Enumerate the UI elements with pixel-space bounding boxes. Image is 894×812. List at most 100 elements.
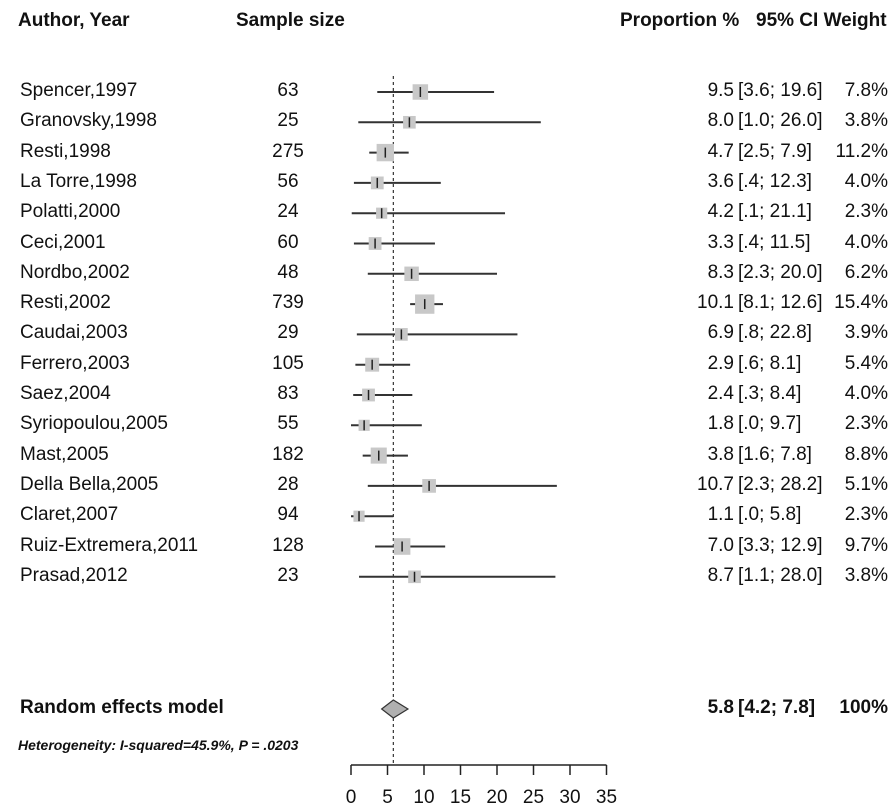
study-proportion: 2.9	[707, 352, 734, 374]
study-proportion: 4.2	[707, 201, 734, 223]
study-weight: 6.2%	[844, 261, 888, 283]
study-weight: 3.8%	[844, 110, 888, 132]
x-tick-label: 20	[486, 787, 507, 808]
study-ci: [3.6; 19.6]	[738, 80, 823, 101]
study-sample-size: 23	[277, 564, 299, 586]
study-ci: [.0; 5.8]	[738, 504, 802, 526]
pooled-ci: [4.2; 7.8]	[738, 697, 816, 718]
study-proportion: 3.8	[707, 443, 734, 465]
study-sample-size: 63	[277, 80, 299, 101]
study-proportion: 3.3	[707, 231, 734, 253]
study-author: La Torre,1998	[20, 170, 137, 192]
study-weight: 4.0%	[844, 231, 888, 253]
x-tick-label: 35	[596, 787, 617, 808]
study-ci: [.8; 22.8]	[738, 322, 812, 344]
x-tick-label: 15	[450, 787, 471, 808]
study-ci: [.0; 9.7]	[738, 413, 802, 435]
study-ci: [3.3; 12.9]	[738, 534, 823, 556]
study-sample-size: 24	[277, 201, 299, 223]
study-weight: 5.4%	[844, 352, 888, 374]
study-proportion: 9.5	[707, 80, 734, 101]
study-sample-size: 28	[277, 473, 299, 495]
header-sample-size: Sample size	[236, 10, 345, 31]
study-weight: 11.2%	[835, 140, 888, 162]
study-author: Granovsky,1998	[20, 110, 157, 132]
study-ci: [1.1; 28.0]	[738, 564, 823, 586]
study-ci: [.1; 21.1]	[738, 201, 812, 223]
heterogeneity-note: Heterogeneity: I-squared=45.9%, P = .020…	[18, 737, 299, 753]
header-author: Author, Year	[18, 10, 130, 31]
study-proportion: 2.4	[707, 383, 734, 404]
study-weight: 7.8%	[844, 80, 888, 101]
study-ci: [1.0; 26.0]	[738, 110, 823, 132]
study-author: Polatti,2000	[20, 201, 121, 223]
study-weight: 4.0%	[844, 383, 888, 404]
study-author: Ruiz-Extremera,2011	[20, 534, 199, 556]
study-sample-size: 739	[272, 292, 304, 314]
study-author: Claret,2007	[20, 504, 119, 526]
study-sample-size: 48	[277, 261, 299, 283]
study-sample-size: 55	[277, 413, 299, 435]
study-proportion: 8.3	[707, 261, 734, 283]
study-proportion: 7.0	[707, 534, 734, 556]
study-sample-size: 29	[277, 322, 299, 344]
study-proportion: 6.9	[707, 322, 734, 344]
study-weight: 15.4%	[834, 292, 888, 314]
study-weight: 4.0%	[844, 170, 888, 192]
x-tick-label: 5	[382, 787, 393, 808]
study-author: Caudai,2003	[20, 322, 128, 344]
study-author: Ceci,2001	[20, 231, 106, 253]
pooled-label: Random effects model	[20, 697, 224, 718]
study-ci: [2.3; 20.0]	[738, 261, 823, 283]
study-author: Mast,2005	[20, 443, 109, 465]
study-sample-size: 182	[272, 443, 304, 465]
header-ci: 95% CI	[756, 10, 819, 31]
study-ci: [2.5; 7.9]	[738, 140, 812, 162]
study-proportion: 10.7	[697, 473, 734, 495]
study-weight: 8.8%	[844, 443, 888, 465]
pooled-weight: 100%	[839, 697, 888, 718]
study-sample-size: 275	[272, 140, 304, 162]
study-author: Spencer,1997	[20, 80, 138, 101]
study-proportion: 1.8	[707, 413, 734, 435]
study-sample-size: 60	[277, 231, 299, 253]
study-ci: [1.6; 7.8]	[738, 443, 812, 465]
study-weight: 9.7%	[844, 534, 888, 556]
study-proportion: 3.6	[707, 170, 734, 192]
study-proportion: 8.7	[707, 564, 734, 586]
x-tick-label: 25	[523, 787, 544, 808]
pooled-diamond	[380, 699, 410, 719]
study-ci: [.4; 11.5]	[738, 231, 811, 253]
study-weight: 5.1%	[844, 473, 888, 495]
study-author: Della Bella,2005	[20, 473, 159, 495]
study-sample-size: 56	[277, 170, 299, 192]
x-tick-label: 0	[346, 787, 357, 808]
study-ci: [.3; 8.4]	[738, 383, 802, 404]
study-weight: 3.8%	[844, 564, 888, 586]
study-weight: 2.3%	[844, 504, 888, 526]
pooled-proportion: 5.8	[707, 697, 734, 718]
study-proportion: 10.1	[697, 292, 734, 314]
study-author: Prasad,2012	[20, 564, 128, 586]
study-ci: [8.1; 12.6]	[738, 292, 823, 314]
study-author: Saez,2004	[20, 383, 111, 404]
study-author: Nordbo,2002	[20, 261, 130, 283]
header-weight: Weight	[823, 10, 887, 31]
study-author: Resti,1998	[20, 140, 111, 162]
study-author: Syriopoulou,2005	[20, 413, 168, 435]
study-weight: 2.3%	[844, 201, 888, 223]
x-tick-label: 10	[413, 787, 434, 808]
study-author: Resti,2002	[20, 292, 111, 314]
study-sample-size: 128	[272, 534, 304, 556]
x-tick-label: 30	[559, 787, 580, 808]
study-proportion: 8.0	[707, 110, 734, 132]
study-proportion: 1.1	[707, 504, 734, 526]
study-ci: [.4; 12.3]	[738, 170, 812, 192]
study-sample-size: 105	[272, 352, 304, 374]
study-sample-size: 25	[277, 110, 299, 132]
study-author: Ferrero,2003	[20, 352, 130, 374]
study-proportion: 4.7	[707, 140, 734, 162]
header-proportion: Proportion %	[620, 10, 740, 31]
study-ci: [2.3; 28.2]	[738, 473, 823, 495]
